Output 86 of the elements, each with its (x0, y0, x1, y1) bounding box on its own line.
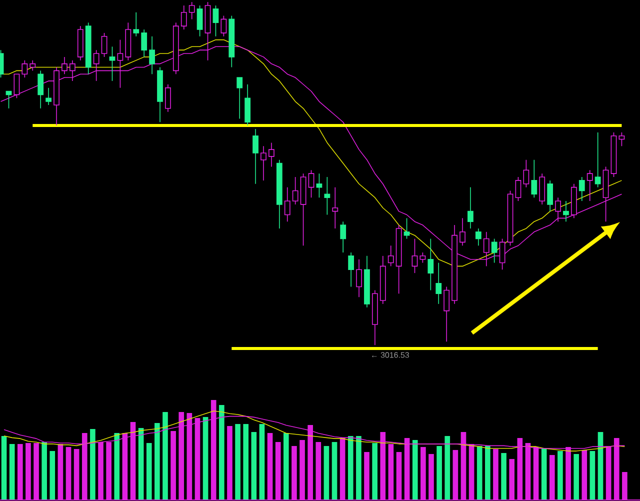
bar (436, 446, 442, 500)
candlestick (220, 15, 227, 37)
candlestick (268, 142, 274, 168)
bar (50, 451, 56, 500)
bar (574, 454, 579, 500)
candlestick (14, 74, 20, 99)
bar (324, 446, 330, 500)
candlestick (348, 252, 354, 288)
candlestick (475, 228, 482, 246)
bar (412, 440, 418, 500)
candlestick (340, 221, 346, 253)
bar (372, 443, 378, 500)
candlestick (324, 176, 330, 216)
candlestick (284, 186, 290, 222)
bar (332, 442, 338, 500)
candlestick (165, 84, 171, 112)
bar (90, 429, 96, 500)
candlestick (531, 159, 538, 198)
bar (501, 453, 506, 500)
candlestick (236, 77, 243, 120)
candlestick (133, 12, 140, 37)
candlestick (618, 132, 625, 147)
bar (235, 424, 240, 500)
candlestick (316, 173, 322, 198)
candlestick (6, 90, 12, 109)
bar (251, 432, 257, 500)
candlestick (149, 36, 155, 74)
bar (348, 436, 354, 500)
candlestick (22, 60, 28, 78)
candlestick (444, 286, 450, 342)
bar (558, 451, 563, 500)
bar (541, 448, 547, 500)
bar (356, 436, 362, 500)
bar (138, 428, 144, 500)
candlestick (260, 146, 266, 181)
bar (219, 405, 224, 500)
candlestick (436, 262, 442, 304)
bar (476, 446, 482, 500)
bar (485, 446, 490, 500)
candlestick (46, 87, 52, 106)
bar (154, 423, 160, 500)
bar (114, 433, 120, 500)
candlestick (30, 60, 36, 72)
bar (162, 412, 168, 500)
candlestick (252, 128, 258, 184)
candlestick (180, 5, 187, 30)
bar (590, 451, 596, 500)
candlestick (578, 176, 585, 202)
candlestick (586, 170, 593, 202)
bar (598, 432, 604, 500)
candlestick (93, 50, 100, 82)
bar (243, 424, 249, 500)
candlestick (308, 170, 314, 198)
candlestick (563, 200, 569, 222)
bar (444, 436, 450, 500)
candlestick (356, 258, 362, 298)
candlestick (404, 218, 410, 240)
candlestick (388, 245, 394, 267)
candlestick (101, 32, 108, 58)
bar (259, 424, 265, 500)
candlestick (460, 218, 466, 246)
candlestick (69, 60, 76, 82)
bar (1, 436, 7, 500)
candlestick (555, 197, 561, 222)
bar (202, 417, 208, 500)
bar (283, 433, 289, 500)
candlestick (523, 159, 530, 188)
candlestick (594, 132, 601, 188)
bar (42, 442, 47, 500)
candlestick (412, 238, 418, 274)
candlestick (420, 252, 426, 264)
candlestick (292, 176, 298, 205)
candlestick (109, 46, 116, 82)
candlestick (38, 70, 44, 109)
candlestick (515, 176, 522, 202)
candlestick (468, 186, 474, 229)
candlestick (212, 5, 219, 37)
candlestick (428, 238, 434, 291)
bar (9, 444, 15, 500)
candlestick (491, 238, 498, 264)
candlestick (332, 186, 338, 229)
candlestick (196, 5, 203, 37)
candlestick (62, 56, 68, 74)
candlestick (141, 29, 148, 58)
bar (146, 443, 152, 500)
candlestick (547, 180, 554, 212)
